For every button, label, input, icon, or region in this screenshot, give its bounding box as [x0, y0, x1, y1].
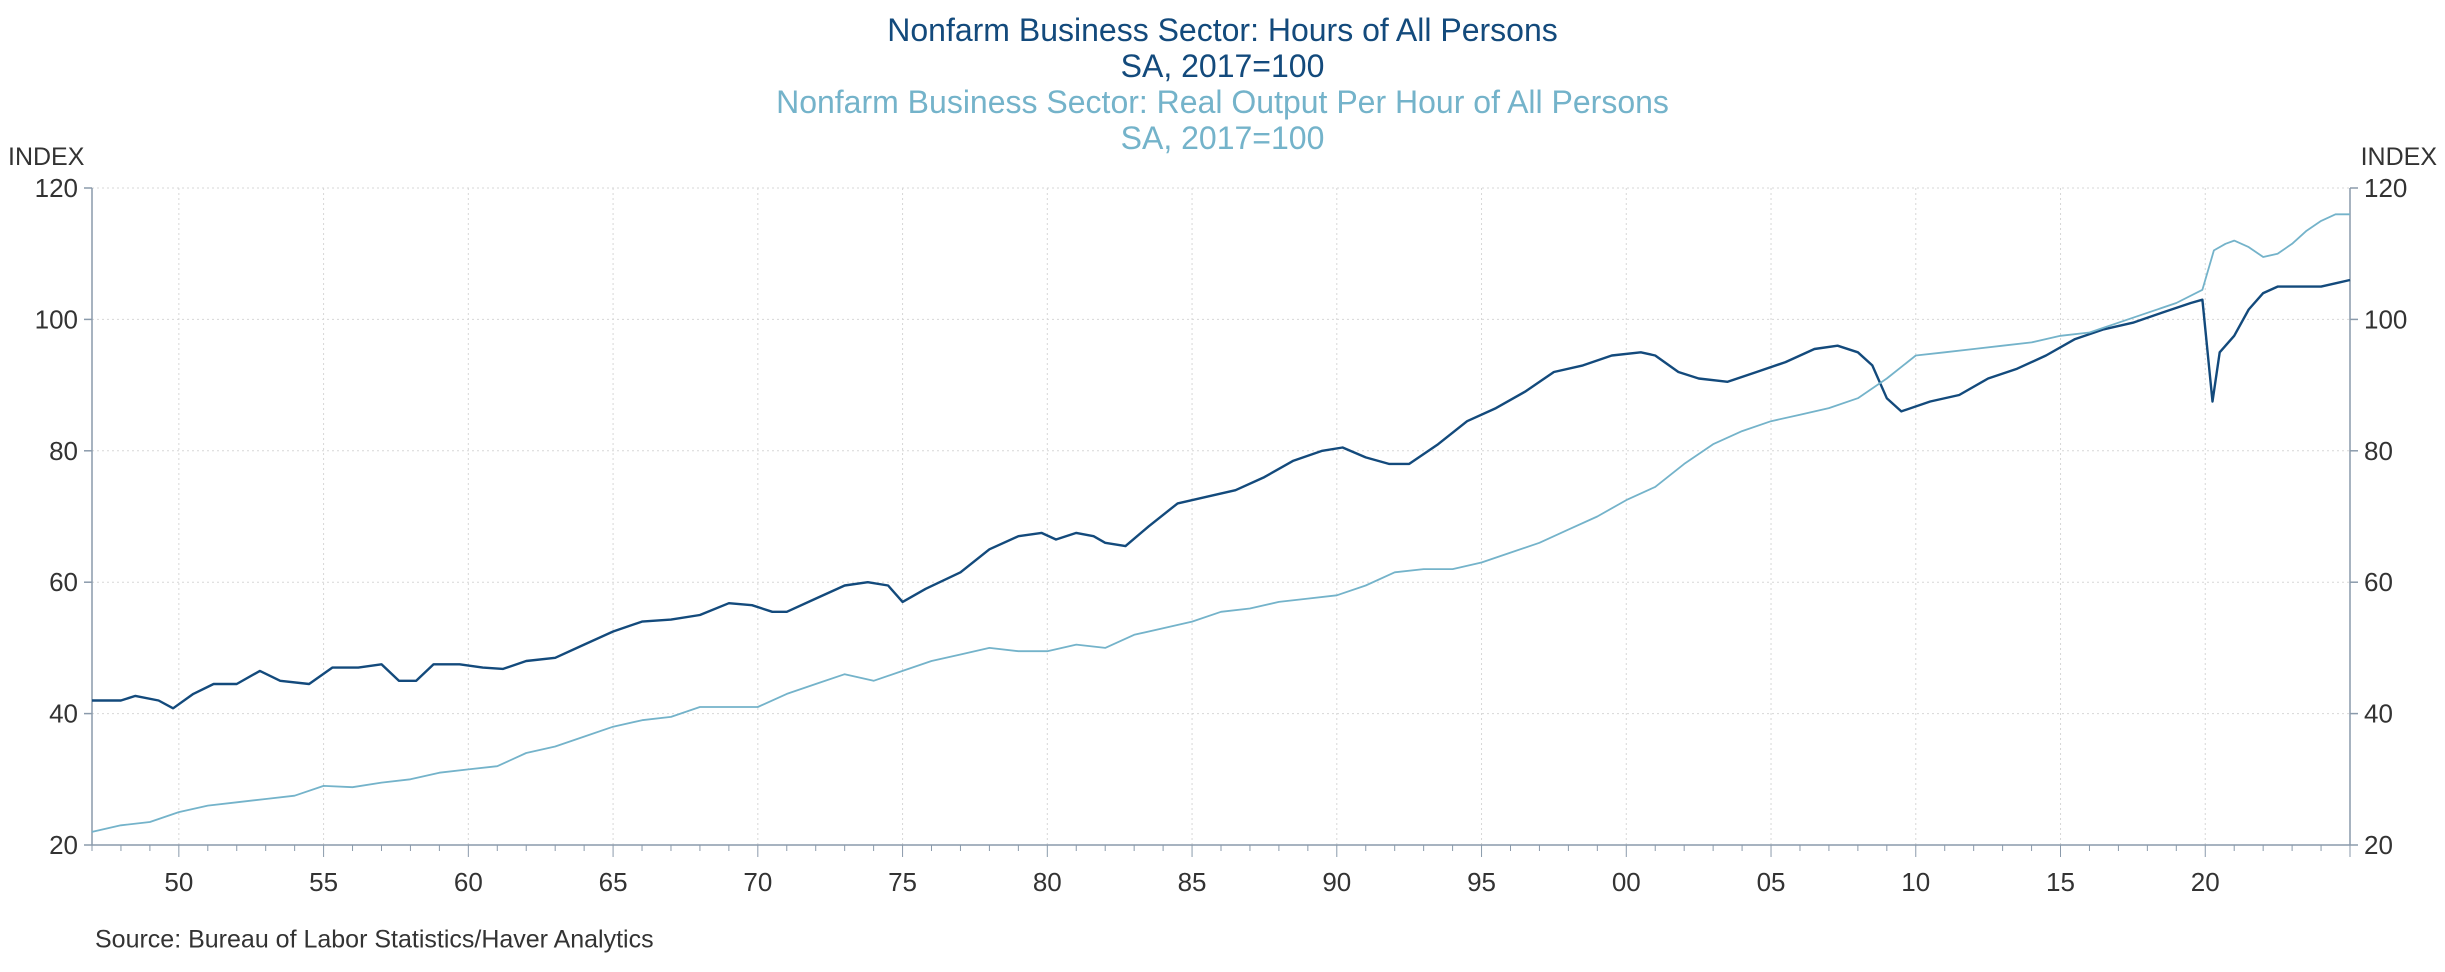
y-tick-label-left: 120 — [35, 173, 78, 203]
series-line-1 — [92, 278, 2351, 710]
x-tick-label: 00 — [1612, 867, 1641, 897]
axes — [84, 187, 2358, 857]
x-tick-label: 20 — [2191, 867, 2220, 897]
x-tick-label: 80 — [1033, 867, 1062, 897]
x-tick-label: 70 — [743, 867, 772, 897]
x-tick-label: 90 — [1322, 867, 1351, 897]
y-tick-label-right: 120 — [2364, 173, 2407, 203]
y-axis-label-left: INDEX — [8, 143, 85, 171]
y-tick-label-left: 40 — [49, 699, 78, 729]
y-tick-label-right: 80 — [2364, 436, 2393, 466]
y-tick-label-right: 20 — [2364, 830, 2393, 860]
x-tick-label: 60 — [454, 867, 483, 897]
x-tick-label: 75 — [888, 867, 917, 897]
series-lines — [91, 213, 2351, 833]
y-tick-label-right: 40 — [2364, 699, 2393, 729]
x-tick-label: 15 — [2046, 867, 2075, 897]
x-tick-label: 85 — [1178, 867, 1207, 897]
x-tick-label: 95 — [1467, 867, 1496, 897]
y-tick-label-left: 20 — [49, 830, 78, 860]
source-note: Source: Bureau of Labor Statistics/Haver… — [95, 925, 654, 954]
tick-labels: 20 20 40 40 60 60 80 80 100 100 120 120 50 55 60 65 70 75… — [35, 173, 2408, 897]
y-axis-label-right: INDEX — [2361, 143, 2438, 171]
x-tick-label: 55 — [309, 867, 338, 897]
series-line-2 — [91, 213, 2350, 833]
x-tick-label: 65 — [599, 867, 628, 897]
chart-subtitle-series-1: SA, 2017=100 — [1120, 48, 1325, 84]
x-tick-label: 50 — [164, 867, 193, 897]
y-tick-label-right: 100 — [2364, 304, 2407, 334]
chart-subtitle-series-2: SA, 2017=100 — [1120, 120, 1325, 156]
x-tick-label: 10 — [1901, 867, 1930, 897]
y-tick-label-left: 80 — [49, 436, 78, 466]
chart-title-series-2: Nonfarm Business Sector: Real Output Per… — [776, 84, 1669, 120]
grid-lines — [92, 187, 2350, 846]
chart-title-series-1: Nonfarm Business Sector: Hours of All Pe… — [887, 12, 1558, 48]
y-tick-label-left: 100 — [35, 304, 78, 334]
x-tick-label: 05 — [1757, 867, 1786, 897]
y-tick-label-right: 60 — [2364, 567, 2393, 597]
y-tick-label-left: 60 — [49, 567, 78, 597]
chart-titles: Nonfarm Business Sector: Hours of All Pe… — [0, 12, 2445, 156]
